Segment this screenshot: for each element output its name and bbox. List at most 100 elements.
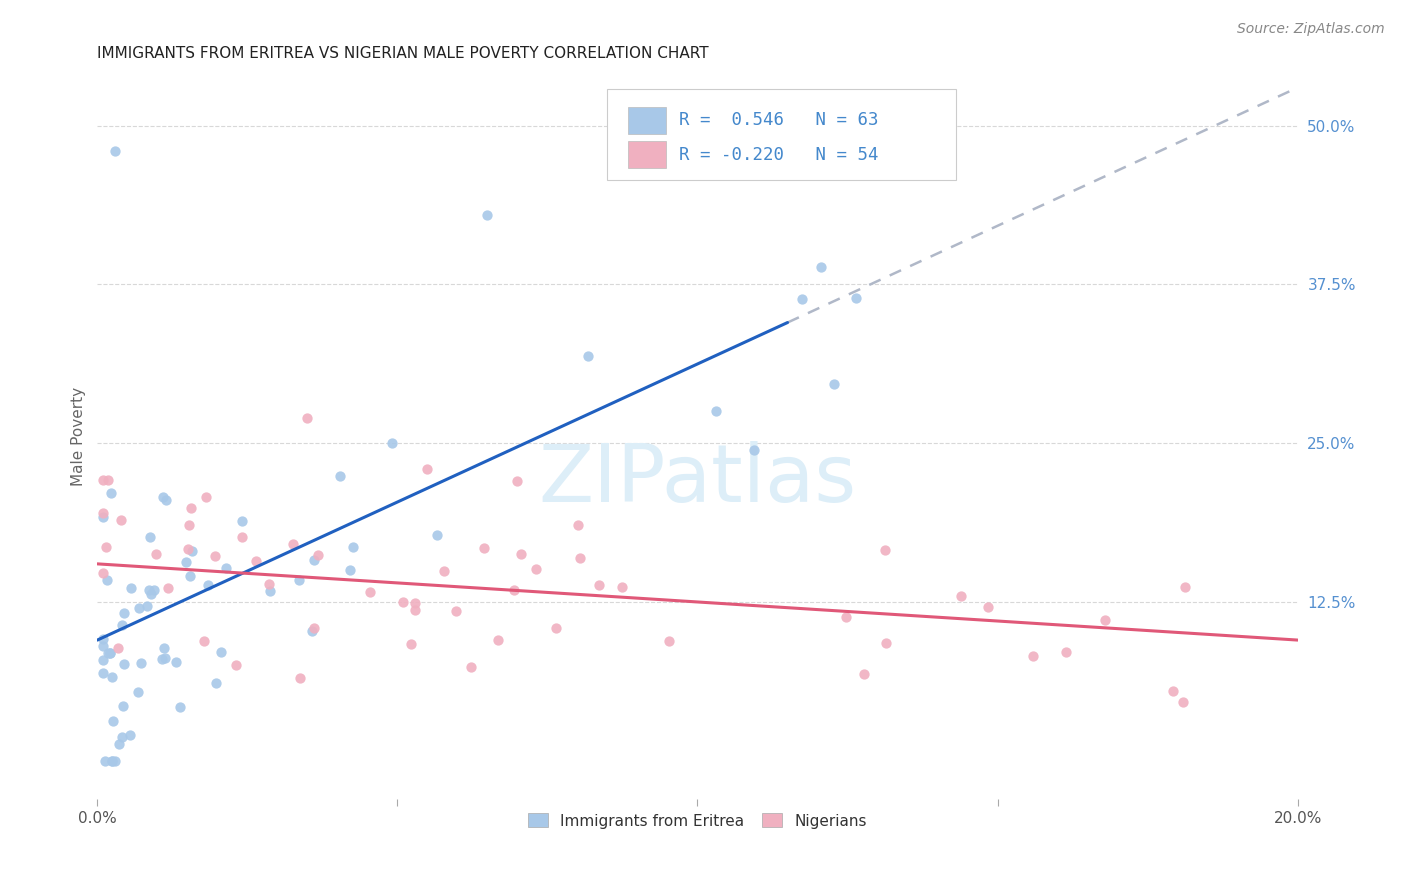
Point bbox=[129, 657, 152, 671]
Point bbox=[524, 562, 547, 576]
Point bbox=[215, 561, 238, 575]
Point bbox=[510, 547, 533, 561]
Point bbox=[135, 599, 157, 614]
Point bbox=[790, 292, 813, 306]
Point bbox=[297, 410, 319, 425]
Point bbox=[444, 604, 467, 618]
Point bbox=[472, 541, 495, 555]
Point bbox=[612, 580, 634, 594]
Point bbox=[97, 646, 120, 660]
Point bbox=[1022, 648, 1045, 663]
Point bbox=[339, 563, 361, 577]
Point bbox=[259, 583, 281, 598]
Text: Source: ZipAtlas.com: Source: ZipAtlas.com bbox=[1237, 22, 1385, 37]
Point bbox=[433, 564, 456, 578]
Point bbox=[302, 621, 325, 635]
Point bbox=[658, 634, 681, 648]
Point bbox=[302, 553, 325, 567]
Point bbox=[100, 486, 122, 500]
Point bbox=[401, 637, 423, 651]
Point bbox=[93, 506, 115, 520]
Point bbox=[225, 657, 247, 672]
Point bbox=[155, 492, 177, 507]
Point bbox=[152, 490, 174, 504]
Text: ZIPatlas: ZIPatlas bbox=[538, 442, 856, 519]
Point bbox=[544, 621, 567, 635]
Point bbox=[108, 737, 131, 751]
Point bbox=[281, 537, 304, 551]
Text: R = -0.220   N = 54: R = -0.220 N = 54 bbox=[679, 145, 879, 163]
Point bbox=[977, 600, 1000, 615]
Point bbox=[287, 573, 309, 587]
Point bbox=[381, 435, 404, 450]
Point bbox=[103, 754, 125, 768]
Point bbox=[1174, 580, 1197, 594]
Text: IMMIGRANTS FROM ERITREA VS NIGERIAN MALE POVERTY CORRELATION CHART: IMMIGRANTS FROM ERITREA VS NIGERIAN MALE… bbox=[97, 46, 709, 62]
Point bbox=[576, 350, 599, 364]
Point bbox=[112, 606, 135, 620]
Point bbox=[567, 517, 589, 532]
Point bbox=[93, 665, 115, 680]
Point bbox=[742, 442, 765, 457]
Point bbox=[404, 603, 426, 617]
Point bbox=[127, 685, 149, 699]
Point bbox=[93, 566, 115, 580]
Point bbox=[104, 144, 127, 158]
Point bbox=[112, 699, 135, 714]
Point bbox=[588, 577, 610, 591]
Point bbox=[477, 208, 499, 222]
Point bbox=[150, 652, 173, 666]
Point bbox=[128, 600, 150, 615]
Point bbox=[98, 646, 121, 660]
Point bbox=[179, 569, 201, 583]
Point bbox=[93, 473, 115, 487]
Point bbox=[460, 660, 482, 674]
Point bbox=[416, 461, 439, 475]
Point bbox=[120, 581, 142, 595]
FancyBboxPatch shape bbox=[607, 89, 956, 180]
Point bbox=[93, 632, 115, 646]
Point bbox=[194, 490, 217, 504]
Point bbox=[852, 667, 875, 681]
Point bbox=[392, 594, 415, 608]
Point bbox=[96, 573, 118, 587]
Point bbox=[110, 513, 132, 527]
Point bbox=[139, 530, 162, 544]
Point bbox=[93, 640, 115, 654]
Point bbox=[177, 517, 200, 532]
Point bbox=[97, 474, 120, 488]
Y-axis label: Male Poverty: Male Poverty bbox=[72, 387, 86, 486]
Point bbox=[426, 527, 449, 541]
Point bbox=[181, 544, 204, 558]
Point bbox=[98, 646, 121, 660]
Point bbox=[94, 754, 117, 768]
Point bbox=[197, 578, 219, 592]
Point bbox=[949, 589, 972, 603]
Point bbox=[288, 672, 311, 686]
Point bbox=[506, 475, 529, 489]
Point bbox=[205, 676, 228, 690]
Point bbox=[503, 583, 526, 598]
Point bbox=[1094, 613, 1116, 627]
Point bbox=[138, 582, 160, 597]
Point bbox=[845, 292, 868, 306]
Point bbox=[810, 260, 832, 274]
Point bbox=[875, 636, 897, 650]
Point bbox=[204, 549, 226, 564]
Point bbox=[329, 469, 352, 483]
Point bbox=[404, 596, 426, 610]
Point bbox=[101, 754, 124, 768]
Point bbox=[145, 547, 167, 561]
Point bbox=[245, 554, 267, 568]
Point bbox=[107, 640, 129, 655]
Point bbox=[139, 587, 162, 601]
Point bbox=[873, 542, 896, 557]
Bar bbox=[628, 141, 666, 169]
Point bbox=[342, 541, 364, 555]
Point bbox=[111, 617, 134, 632]
Point bbox=[120, 728, 142, 742]
Point bbox=[568, 550, 591, 565]
Point bbox=[93, 653, 115, 667]
Point bbox=[209, 645, 232, 659]
Point bbox=[111, 731, 134, 745]
